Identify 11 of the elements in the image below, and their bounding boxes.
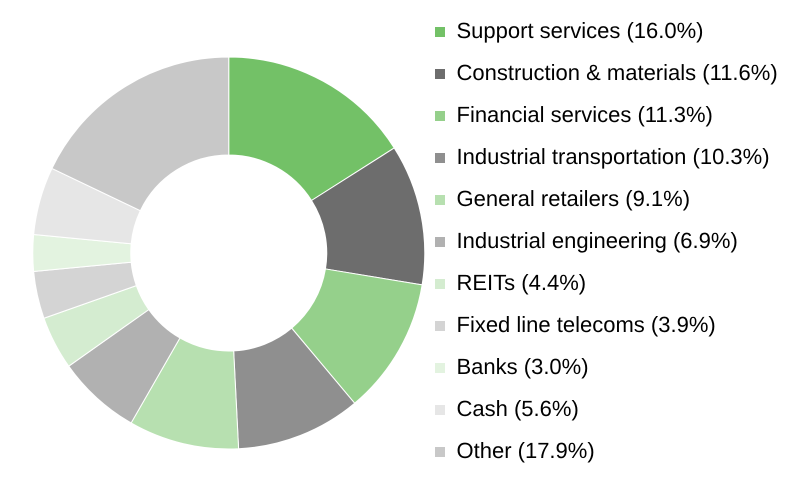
legend-label: Industrial transportation (10.3%) xyxy=(456,144,770,170)
legend-label: Banks (3.0%) xyxy=(456,354,589,380)
legend-label: Fixed line telecoms (3.9%) xyxy=(456,312,716,338)
legend-label: Financial services (11.3%) xyxy=(456,102,713,128)
legend-label: REITs (4.4%) xyxy=(456,270,586,296)
legend-label: Support services (16.0%) xyxy=(456,18,704,44)
legend-label: Other (17.9%) xyxy=(456,438,595,464)
legend-label: Construction & materials (11.6%) xyxy=(456,60,778,86)
legend-label: Industrial engineering (6.9%) xyxy=(456,228,738,254)
legend-label: General retailers (9.1%) xyxy=(456,186,690,212)
legend-label: Cash (5.6%) xyxy=(456,396,579,422)
